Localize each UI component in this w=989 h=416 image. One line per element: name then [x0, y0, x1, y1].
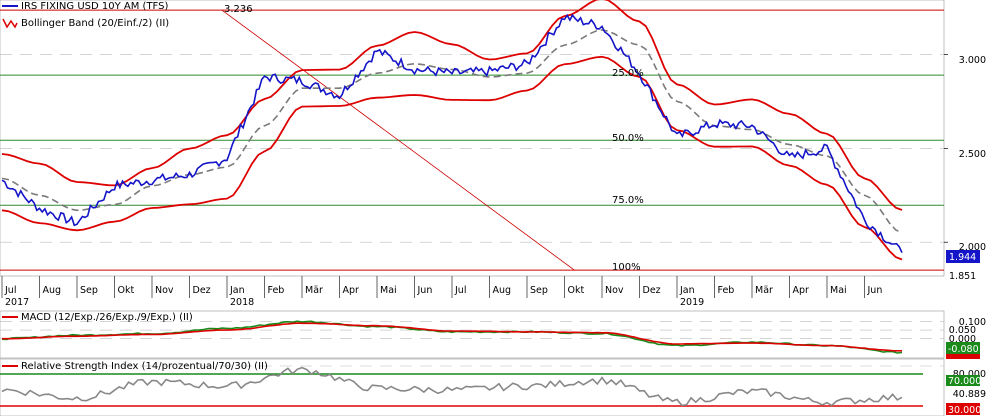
rsi-upper-text: 70.000: [948, 376, 981, 387]
x-tick-label: Aug: [43, 285, 62, 296]
bollinger-lower: [1, 55, 903, 261]
x-tick-label: Aug: [493, 285, 512, 296]
rsi-upper-badge: [946, 375, 980, 386]
x-year-label: 2019: [680, 297, 704, 308]
legend-macd: MACD (12/Exp./26/Exp./9/Exp.) (II): [2, 312, 193, 323]
x-tick-label: Nov: [155, 285, 174, 296]
rsi-line-icon: [2, 365, 18, 367]
line-icon: [2, 5, 18, 7]
legend-rsi: Relative Strength Index (14/prozentual/7…: [2, 361, 268, 372]
price-line: [1, 13, 903, 254]
fib-label-50: 50.0%: [612, 133, 644, 144]
retracement-diagonal: [221, 9, 575, 271]
x-tick-label: Jul: [4, 285, 16, 296]
rsi-tick-80: 80.000: [953, 369, 986, 380]
x-tick-label: Okt: [568, 285, 585, 296]
legend-rsi-label: Relative Strength Index (14/prozentual/7…: [21, 361, 268, 372]
macd-tick-0000: 0.000: [949, 334, 976, 345]
x-tick-label: Jul: [454, 285, 466, 296]
legend-bollinger: Bollinger Band (20/Einf./2) (II): [2, 17, 169, 29]
x-tick-label: Dez: [643, 285, 661, 296]
x-tick-label: Dez: [193, 285, 211, 296]
x-tick-label: Sep: [80, 285, 98, 296]
fib-label-75: 75.0%: [612, 195, 644, 206]
macd-line-icon: [2, 316, 18, 318]
bollinger-middle: [1, 29, 903, 234]
x-tick-label: Apr: [793, 285, 810, 296]
macd-value-badge: [946, 342, 980, 354]
macd-tick-0100: 0.100: [959, 317, 986, 328]
price-panel: [0, 0, 945, 277]
x-tick-label: Mai: [380, 285, 397, 296]
rsi-lower-badge: [946, 403, 980, 415]
x-tick-label: Mai: [830, 285, 847, 296]
y-tick-3000: 3.000: [959, 55, 986, 66]
x-tick-label: Apr: [343, 285, 360, 296]
y-tick-2500: 2.500: [959, 149, 986, 160]
x-tick-label: Feb: [268, 285, 285, 296]
x-tick-label: Jan: [229, 285, 245, 296]
x-tick-label: Okt: [118, 285, 135, 296]
fib-label-25: 25.0%: [612, 68, 644, 79]
rsi-lower-text: 30.000: [948, 405, 981, 416]
x-tick-label: Jun: [867, 285, 883, 296]
macd-signal-badge: [946, 354, 980, 359]
macd-value-text: -0.080: [948, 344, 979, 355]
bollinger-upper: [1, 0, 903, 211]
x-tick-label: Nov: [605, 285, 624, 296]
x-tick-label: Mär: [755, 285, 773, 296]
x-year-label: 2018: [230, 297, 254, 308]
legend-bollinger-label: Bollinger Band (20/Einf./2) (II): [21, 18, 170, 29]
x-tick-label: Jan: [679, 285, 695, 296]
legend-macd-label: MACD (12/Exp./26/Exp./9/Exp.) (II): [21, 312, 193, 323]
legend-price: IRS FIXING USD 10Y AM (TFS): [2, 1, 168, 12]
x-year-label: 2017: [5, 297, 29, 308]
last-value-badge: [946, 250, 980, 263]
x-tick-label: Sep: [530, 285, 548, 296]
x-tick-label: Feb: [718, 285, 735, 296]
last-value-text: 1.944: [949, 252, 976, 263]
bollinger-icon: [2, 18, 18, 29]
low-value-text: 1.851: [949, 271, 976, 282]
rsi-value-text: 40.889: [953, 389, 986, 400]
top-value-label: 3.236: [224, 4, 253, 15]
y-tick-2000: 2.000: [959, 242, 986, 253]
x-tick-label: Mär: [305, 285, 323, 296]
rsi-line: [1, 366, 903, 407]
macd-signal-line: [2, 322, 902, 352]
legend-price-label: IRS FIXING USD 10Y AM (TFS): [21, 1, 169, 12]
macd-tick-0050: 0.050: [949, 325, 976, 336]
fib-label-100: 100%: [612, 262, 641, 273]
x-tick-label: Jun: [417, 285, 433, 296]
